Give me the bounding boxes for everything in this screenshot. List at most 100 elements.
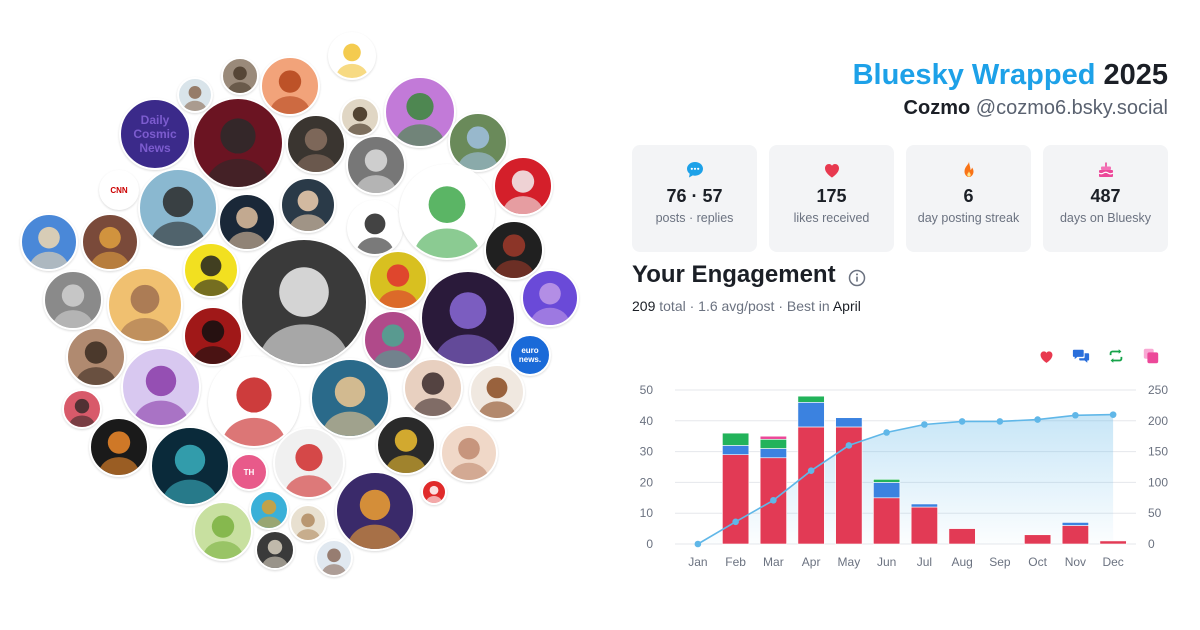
bar-segment bbox=[759, 435, 787, 440]
avatar[interactable] bbox=[315, 539, 353, 577]
avatar[interactable] bbox=[81, 213, 139, 271]
avatar-picture bbox=[530, 282, 570, 325]
avatar[interactable] bbox=[62, 389, 102, 429]
avatar-picture bbox=[412, 372, 454, 416]
bar-segment bbox=[948, 528, 976, 545]
avatar[interactable] bbox=[89, 417, 149, 477]
avatar[interactable] bbox=[260, 56, 320, 116]
avatar-tile-label: CNN bbox=[110, 185, 128, 195]
avatar[interactable] bbox=[66, 327, 126, 387]
avatar[interactable] bbox=[183, 306, 243, 366]
avatar-picture bbox=[385, 429, 427, 473]
y2-tick-label: 100 bbox=[1148, 475, 1168, 489]
avatar-picture bbox=[256, 499, 282, 528]
avatar[interactable] bbox=[469, 364, 525, 420]
x-tick-label: Jul bbox=[917, 555, 932, 569]
avatar[interactable] bbox=[249, 490, 289, 530]
avatar[interactable] bbox=[346, 135, 406, 195]
avatar-picture bbox=[52, 284, 94, 328]
avatar[interactable]: euro news. bbox=[509, 334, 551, 376]
bar-segment bbox=[759, 438, 787, 449]
avatar-picture bbox=[377, 264, 419, 308]
cumulative-point bbox=[1034, 416, 1041, 423]
avatar[interactable] bbox=[399, 164, 495, 260]
flame-icon bbox=[906, 159, 1031, 181]
axis-labels: 0 10 20 30 40 50 0 50 100 150 200 250 Jan Feb Mar Apr Ma… bbox=[640, 383, 1169, 569]
y-tick-label: 50 bbox=[640, 383, 654, 397]
avatar[interactable] bbox=[150, 426, 230, 506]
avatar[interactable] bbox=[289, 504, 327, 542]
cumulative-line bbox=[694, 411, 1117, 548]
avatar[interactable] bbox=[493, 156, 553, 216]
avatar[interactable] bbox=[340, 97, 380, 137]
avatar-picture bbox=[183, 86, 207, 111]
avatar[interactable] bbox=[43, 270, 103, 330]
avatar[interactable] bbox=[328, 32, 376, 80]
avatar-picture bbox=[457, 126, 499, 170]
stat-value: 175 bbox=[816, 186, 847, 206]
avatar[interactable] bbox=[286, 114, 346, 174]
avatar[interactable] bbox=[363, 310, 423, 370]
avatar-picture bbox=[502, 170, 544, 214]
avatar[interactable] bbox=[255, 530, 295, 570]
avatar[interactable] bbox=[440, 424, 498, 482]
avatar[interactable] bbox=[20, 213, 78, 271]
repost-icon[interactable] bbox=[1107, 347, 1125, 365]
avatar-picture bbox=[372, 324, 414, 368]
avatar[interactable] bbox=[193, 501, 253, 561]
avatar-picture bbox=[355, 149, 397, 193]
display-name: Cozmo bbox=[903, 97, 971, 119]
y2-tick-label: 250 bbox=[1148, 383, 1168, 397]
avatar[interactable] bbox=[177, 77, 213, 113]
avatar[interactable] bbox=[192, 97, 284, 189]
y-tick-label: 30 bbox=[640, 445, 654, 459]
avatar[interactable] bbox=[273, 427, 345, 499]
bar-segment bbox=[873, 497, 901, 545]
avatar-picture bbox=[119, 284, 171, 341]
avatar-picture bbox=[356, 213, 394, 254]
best-month: April bbox=[832, 298, 861, 314]
avatar[interactable]: Daily Cosmic News bbox=[119, 98, 191, 170]
stat-value: 6 bbox=[963, 186, 974, 206]
avatar[interactable] bbox=[280, 177, 336, 233]
avatar[interactable] bbox=[138, 168, 218, 248]
bar-segment bbox=[1061, 525, 1089, 545]
bar-segment bbox=[873, 482, 901, 499]
replies-icon[interactable] bbox=[1072, 347, 1090, 365]
avatar[interactable]: TH bbox=[230, 453, 268, 491]
heart-icon[interactable] bbox=[1037, 347, 1055, 365]
avatar[interactable] bbox=[384, 76, 456, 148]
avatar[interactable] bbox=[368, 250, 428, 310]
quote-icon[interactable] bbox=[1142, 347, 1160, 365]
avatar[interactable] bbox=[183, 242, 239, 298]
avatar[interactable] bbox=[448, 112, 508, 172]
stat-label: days on Bluesky bbox=[1059, 211, 1152, 225]
avatar[interactable] bbox=[107, 267, 183, 343]
avatar[interactable] bbox=[218, 193, 276, 251]
stat-card-streak: 6 day posting streak bbox=[906, 145, 1031, 252]
avatar[interactable]: CNN bbox=[99, 170, 139, 210]
avatar[interactable] bbox=[310, 358, 390, 438]
avatar[interactable] bbox=[420, 270, 516, 366]
avatar[interactable] bbox=[240, 238, 368, 366]
avatar[interactable] bbox=[208, 356, 300, 448]
avatar[interactable] bbox=[221, 57, 259, 95]
avatar[interactable] bbox=[403, 358, 463, 418]
avatar[interactable] bbox=[484, 220, 544, 280]
avatar[interactable] bbox=[335, 471, 415, 551]
avatar[interactable] bbox=[347, 200, 403, 256]
avatar-tile-label: TH bbox=[243, 467, 255, 477]
cumulative-point bbox=[1072, 411, 1079, 419]
avatar-cluster: Daily Cosmic News CNN euro news. TH bbox=[20, 32, 579, 577]
avatar[interactable] bbox=[521, 269, 579, 327]
avatar[interactable] bbox=[121, 347, 201, 427]
avatar[interactable] bbox=[421, 479, 447, 505]
avatar-picture bbox=[90, 226, 130, 269]
avatar[interactable] bbox=[376, 415, 436, 475]
x-tick-label: May bbox=[838, 555, 861, 569]
info-icon[interactable] bbox=[848, 266, 866, 287]
y2-tick-label: 150 bbox=[1148, 445, 1168, 459]
cumulative-path bbox=[697, 413, 1114, 545]
bar-segment bbox=[1061, 522, 1089, 526]
cumulative-point bbox=[807, 467, 815, 474]
